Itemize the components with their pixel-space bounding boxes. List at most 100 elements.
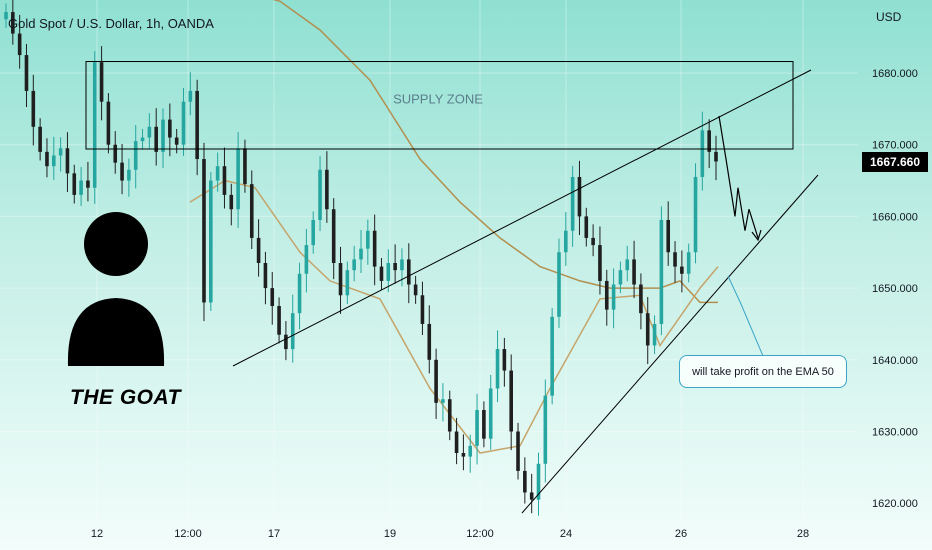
- price-axis[interactable]: 1680.000 1670.000 1660.000 1650.000 1640.000…: [872, 68, 918, 510]
- candle: [509, 354, 513, 450]
- candle: [489, 375, 493, 450]
- candle: [66, 132, 70, 192]
- time-axis[interactable]: 12 12:00 17 19 12:00 24 26 28: [91, 528, 809, 540]
- candle: [714, 136, 718, 180]
- candle: [434, 349, 438, 419]
- candle: [625, 246, 629, 281]
- candle: [38, 118, 42, 160]
- candle: [359, 230, 363, 273]
- user-avatar-icon: [68, 212, 164, 366]
- candle: [482, 401, 486, 447]
- candle: [250, 171, 254, 250]
- candle: [229, 184, 233, 226]
- candle: [175, 129, 179, 153]
- candle: [223, 148, 227, 209]
- candle: [414, 276, 418, 304]
- ema-layer: [190, 0, 718, 453]
- candle: [448, 391, 452, 440]
- x-tick-label-7: 28: [797, 528, 809, 540]
- candle: [127, 159, 131, 197]
- candle: [407, 243, 411, 303]
- candle: [530, 474, 534, 513]
- candle: [694, 163, 698, 263]
- x-tick-label-2: 17: [268, 528, 280, 540]
- candle: [462, 434, 466, 470]
- ema-fast-line: [190, 181, 718, 453]
- y-tick-label-6: 1620.000: [872, 498, 918, 510]
- y-tick-label-5: 1630.000: [872, 427, 918, 439]
- current-price-tag: 1667.660: [862, 152, 928, 172]
- candle: [113, 131, 117, 174]
- candle: [305, 229, 309, 292]
- x-tick-label-0: 12: [91, 528, 103, 540]
- candle: [373, 215, 377, 286]
- candle: [141, 129, 145, 150]
- candle: [93, 51, 97, 204]
- candle: [687, 244, 691, 283]
- candle: [612, 268, 616, 328]
- candle: [59, 137, 63, 171]
- candle: [72, 165, 76, 204]
- candle: [496, 330, 500, 402]
- candle: [571, 166, 575, 247]
- candle: [666, 201, 670, 266]
- candle: [209, 172, 213, 311]
- candle: [441, 383, 445, 421]
- x-tick-label-5: 24: [560, 528, 572, 540]
- candle: [673, 241, 677, 283]
- y-tick-label-3: 1650.000: [872, 283, 918, 295]
- candle: [550, 308, 554, 404]
- currency-label: USD: [876, 10, 901, 24]
- candle: [427, 305, 431, 373]
- x-tick-label-3: 19: [384, 528, 396, 540]
- candle: [393, 244, 397, 283]
- candle: [591, 224, 595, 256]
- candle: [154, 108, 158, 165]
- candle: [468, 435, 472, 473]
- candle: [264, 252, 268, 304]
- y-tick-label-2: 1660.000: [872, 211, 918, 223]
- candle: [523, 457, 527, 503]
- candle: [52, 137, 56, 180]
- x-tick-label-4: 12:00: [466, 528, 494, 540]
- candle: [578, 161, 582, 235]
- candle: [182, 88, 186, 156]
- candle: [475, 394, 479, 465]
- candle: [134, 125, 138, 188]
- candle: [32, 75, 36, 146]
- candle: [332, 198, 336, 279]
- chart-title: Gold Spot / U.S. Dollar, 1h, OANDA: [8, 16, 214, 31]
- candle: [346, 262, 350, 304]
- candle: [25, 44, 29, 107]
- candle: [632, 241, 636, 298]
- candle: [701, 112, 705, 191]
- candle: [107, 93, 111, 153]
- candle: [291, 295, 295, 363]
- candle: [598, 226, 602, 294]
- x-tick-label-6: 26: [675, 528, 687, 540]
- candle: [284, 321, 288, 360]
- candle: [421, 282, 425, 335]
- supply-zone-label: SUPPLY ZONE: [393, 91, 483, 106]
- author-label: THE GOAT: [70, 386, 181, 410]
- candle: [257, 219, 261, 276]
- candle: [236, 132, 240, 228]
- y-tick-label-0: 1680.000: [872, 68, 918, 80]
- candle: [503, 338, 507, 387]
- candle: [557, 239, 561, 328]
- candle: [100, 46, 104, 120]
- candle: [120, 144, 124, 194]
- candle: [660, 206, 664, 335]
- candle: [45, 138, 49, 177]
- candle: [639, 273, 643, 329]
- candle: [86, 162, 90, 201]
- candle: [564, 212, 568, 266]
- candle: [318, 156, 322, 231]
- candle: [366, 220, 370, 265]
- ema-slow-line: [230, 0, 718, 302]
- candle: [537, 453, 541, 516]
- candle: [646, 297, 650, 364]
- candle: [202, 143, 206, 321]
